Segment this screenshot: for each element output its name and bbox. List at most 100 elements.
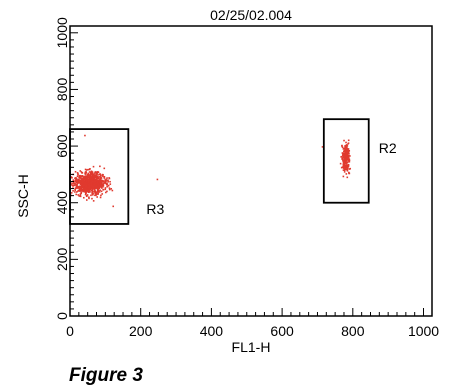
data-point — [343, 157, 346, 160]
data-point — [343, 163, 345, 166]
data-point — [342, 147, 345, 150]
data-point — [342, 167, 345, 169]
data-point — [85, 183, 88, 185]
data-point — [94, 180, 97, 183]
data-point — [347, 148, 349, 151]
data-point — [349, 167, 352, 170]
data-point — [70, 184, 72, 186]
data-point — [110, 187, 113, 190]
data-point — [84, 175, 86, 178]
data-point — [346, 152, 349, 155]
data-point — [80, 189, 83, 192]
data-point — [74, 191, 76, 193]
data-point — [84, 134, 86, 137]
data-point — [341, 156, 343, 158]
data-point — [86, 179, 88, 181]
data-point — [99, 174, 102, 177]
data-point — [80, 181, 82, 184]
data-point — [108, 187, 111, 189]
data-point — [93, 179, 96, 181]
data-point — [346, 154, 348, 156]
data-point — [92, 165, 95, 168]
data-point — [342, 175, 345, 178]
x-axis: 0 200 400 600 800 1000 — [66, 308, 439, 339]
data-point — [96, 186, 99, 188]
data-point — [93, 180, 96, 183]
data-point — [84, 172, 87, 175]
data-point — [97, 183, 100, 186]
data-point — [72, 179, 75, 181]
data-point — [344, 154, 347, 157]
data-point — [84, 168, 87, 171]
data-point — [88, 190, 91, 192]
data-point — [105, 178, 107, 181]
data-point — [97, 190, 100, 192]
data-point — [89, 179, 91, 181]
data-point — [84, 188, 87, 191]
data-point — [78, 195, 81, 197]
data-point — [348, 149, 350, 152]
data-point — [84, 184, 87, 186]
data-point — [81, 184, 83, 186]
x-tick-label: 400 — [200, 323, 224, 339]
data-point — [348, 171, 350, 174]
data-point — [85, 170, 87, 173]
data-point — [87, 183, 90, 186]
data-point — [97, 179, 99, 182]
data-point — [96, 172, 98, 175]
data-point — [344, 145, 346, 147]
data-point — [346, 168, 349, 171]
data-point — [99, 177, 102, 180]
data-point — [84, 187, 87, 190]
data-point — [88, 185, 90, 188]
y-tick-label: 800 — [54, 78, 70, 102]
data-point — [84, 180, 87, 182]
data-point — [93, 173, 95, 176]
data-point — [92, 187, 95, 189]
data-point — [103, 182, 105, 185]
data-point — [108, 188, 111, 191]
data-point — [78, 189, 80, 192]
data-point — [79, 186, 82, 189]
data-point — [98, 191, 101, 193]
data-point — [342, 169, 345, 171]
data-point — [86, 177, 89, 179]
data-point — [82, 182, 85, 184]
data-point — [75, 178, 78, 180]
data-point — [86, 194, 89, 196]
data-point — [82, 177, 85, 180]
data-point — [86, 181, 88, 183]
data-point — [98, 181, 101, 183]
y-tick-label: 0 — [54, 312, 70, 320]
data-point — [76, 175, 79, 178]
data-point — [341, 154, 344, 157]
data-point — [92, 181, 94, 183]
data-point — [77, 194, 80, 196]
data-point — [343, 156, 346, 158]
data-point — [346, 169, 349, 172]
data-point — [85, 172, 88, 174]
data-point — [96, 175, 99, 178]
data-point — [93, 189, 96, 191]
data-point — [98, 186, 101, 189]
data-point — [97, 174, 99, 176]
data-point — [80, 185, 83, 187]
data-point — [97, 193, 99, 195]
data-point — [344, 167, 347, 170]
x-tick-label: 600 — [270, 323, 294, 339]
data-point — [346, 168, 349, 170]
data-point — [85, 169, 88, 171]
data-point — [344, 148, 347, 150]
data-point — [342, 165, 345, 168]
data-point — [107, 184, 110, 187]
data-point — [77, 190, 79, 192]
data-point — [83, 183, 86, 185]
data-point — [83, 181, 86, 183]
data-point — [84, 175, 87, 177]
data-point — [84, 193, 87, 196]
data-point — [96, 183, 98, 186]
data-point — [82, 188, 85, 191]
data-point — [101, 181, 103, 184]
data-point — [85, 187, 88, 190]
